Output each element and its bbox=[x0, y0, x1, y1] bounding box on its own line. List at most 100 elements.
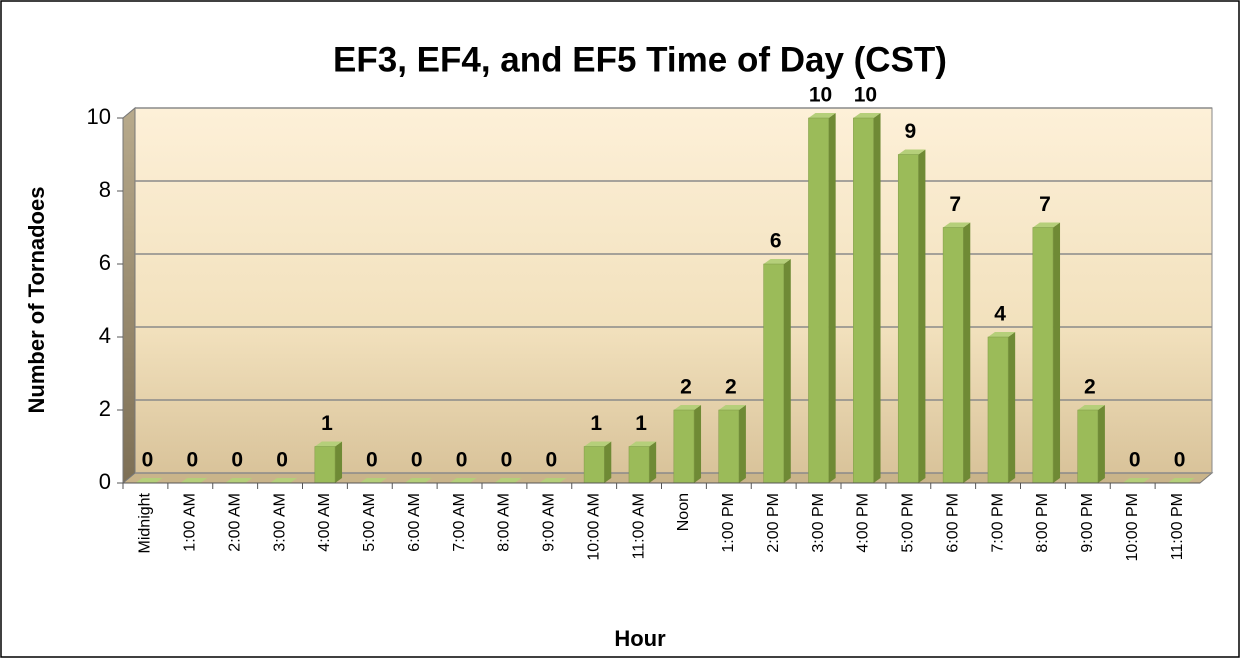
bar-top bbox=[808, 113, 836, 118]
bar-side bbox=[1097, 405, 1105, 483]
bar-side bbox=[694, 405, 702, 483]
x-tick-label: Noon bbox=[675, 493, 692, 531]
bar-side bbox=[873, 113, 881, 483]
bar-side bbox=[1053, 222, 1061, 483]
bar-side bbox=[649, 441, 657, 483]
y-tick-label: 8 bbox=[99, 177, 111, 202]
bar-top bbox=[1077, 405, 1105, 410]
data-label: 6 bbox=[770, 230, 782, 253]
bar bbox=[808, 117, 829, 484]
x-tick-label: 9:00 PM bbox=[1079, 493, 1096, 553]
bar-top bbox=[180, 478, 208, 483]
bar-side bbox=[783, 259, 791, 483]
data-label: 2 bbox=[1084, 376, 1096, 399]
bar bbox=[1032, 227, 1054, 484]
x-axis-label: Hour bbox=[614, 626, 666, 651]
x-tick-label: 11:00 AM bbox=[630, 493, 647, 559]
bar-side bbox=[1008, 332, 1016, 483]
x-tick-label: 1:00 PM bbox=[720, 493, 737, 553]
data-label: 2 bbox=[680, 376, 692, 399]
bar-top bbox=[898, 149, 926, 155]
x-tick-label: 2:00 AM bbox=[226, 493, 243, 552]
bar-side bbox=[335, 441, 343, 483]
bar bbox=[1077, 409, 1099, 484]
bar bbox=[942, 227, 964, 484]
chart-title: EF3, EF4, and EF5 Time of Day (CST) bbox=[333, 40, 947, 79]
data-label: 4 bbox=[994, 303, 1006, 326]
x-tick-label: 4:00 PM bbox=[855, 493, 872, 553]
bar bbox=[763, 263, 785, 484]
data-label: 0 bbox=[1174, 449, 1186, 472]
data-label: 9 bbox=[904, 120, 916, 143]
bar-side bbox=[828, 113, 836, 483]
data-label: 10 bbox=[809, 84, 832, 107]
bar bbox=[987, 336, 1009, 484]
x-tick-label: 10:00 PM bbox=[1124, 493, 1141, 561]
x-tick-label: 6:00 AM bbox=[406, 493, 423, 552]
bar-top bbox=[225, 478, 253, 483]
y-tick-label: 6 bbox=[99, 250, 111, 275]
bar-top bbox=[539, 478, 567, 483]
data-label: 7 bbox=[1039, 193, 1051, 216]
bar-top bbox=[1167, 478, 1195, 483]
bar bbox=[673, 409, 695, 484]
data-label: 0 bbox=[501, 449, 513, 472]
x-tick-label: Midnight bbox=[137, 492, 154, 553]
bar-top bbox=[853, 113, 881, 118]
data-label: 2 bbox=[725, 376, 737, 399]
bar bbox=[628, 446, 650, 484]
bar-top bbox=[1122, 478, 1150, 483]
bar-side bbox=[604, 441, 612, 483]
data-label: 10 bbox=[854, 84, 877, 107]
data-label: 0 bbox=[231, 449, 243, 472]
bar-top bbox=[584, 441, 612, 447]
bar-top bbox=[269, 478, 298, 483]
x-tick-label: 5:00 PM bbox=[900, 493, 917, 553]
x-tick-label: 1:00 AM bbox=[182, 493, 199, 552]
data-label: 0 bbox=[1129, 449, 1141, 472]
bar bbox=[583, 446, 605, 484]
bar-side bbox=[738, 405, 746, 483]
bar bbox=[897, 154, 919, 484]
data-label: 1 bbox=[321, 412, 333, 435]
bar-top bbox=[135, 478, 163, 483]
bar-top bbox=[987, 332, 1016, 337]
bar-top bbox=[943, 222, 971, 228]
y-axis-label: Number of Tornadoes bbox=[24, 187, 49, 414]
bar-top bbox=[718, 405, 746, 410]
data-label: 0 bbox=[411, 449, 423, 472]
bar-side bbox=[918, 149, 926, 483]
data-label: 0 bbox=[366, 449, 378, 472]
x-tick-label: 9:00 AM bbox=[541, 493, 558, 552]
bar-top bbox=[449, 478, 477, 483]
y-tick-label: 0 bbox=[99, 469, 111, 494]
bar-top bbox=[673, 405, 702, 410]
x-tick-label: 6:00 PM bbox=[944, 493, 961, 553]
x-tick-label: 5:00 AM bbox=[361, 493, 378, 552]
bar bbox=[314, 446, 336, 484]
x-tick-label: 2:00 PM bbox=[765, 493, 782, 553]
bar-top bbox=[359, 478, 387, 483]
bar-top bbox=[1032, 222, 1061, 228]
data-label: 0 bbox=[186, 449, 198, 472]
data-label: 0 bbox=[142, 449, 154, 472]
x-tick-label: 8:00 AM bbox=[496, 493, 513, 552]
x-tick-label: 10:00 AM bbox=[585, 493, 602, 561]
data-label: 7 bbox=[949, 193, 961, 216]
x-tick-label: 7:00 AM bbox=[451, 493, 468, 552]
data-label: 0 bbox=[276, 449, 288, 472]
bar bbox=[718, 409, 740, 484]
x-tick-label: 4:00 AM bbox=[316, 493, 333, 552]
data-label: 1 bbox=[590, 412, 602, 435]
data-label: 0 bbox=[545, 449, 557, 472]
x-tick-label: 3:00 PM bbox=[810, 493, 827, 553]
bar-top bbox=[628, 441, 657, 447]
side-wall bbox=[122, 106, 136, 485]
x-tick-label: 8:00 PM bbox=[1034, 493, 1051, 553]
bar-top bbox=[404, 478, 432, 483]
bar-top bbox=[314, 441, 343, 447]
bar-side bbox=[963, 222, 971, 483]
y-tick-label: 2 bbox=[99, 396, 111, 421]
x-tick-label: 3:00 AM bbox=[271, 493, 288, 552]
